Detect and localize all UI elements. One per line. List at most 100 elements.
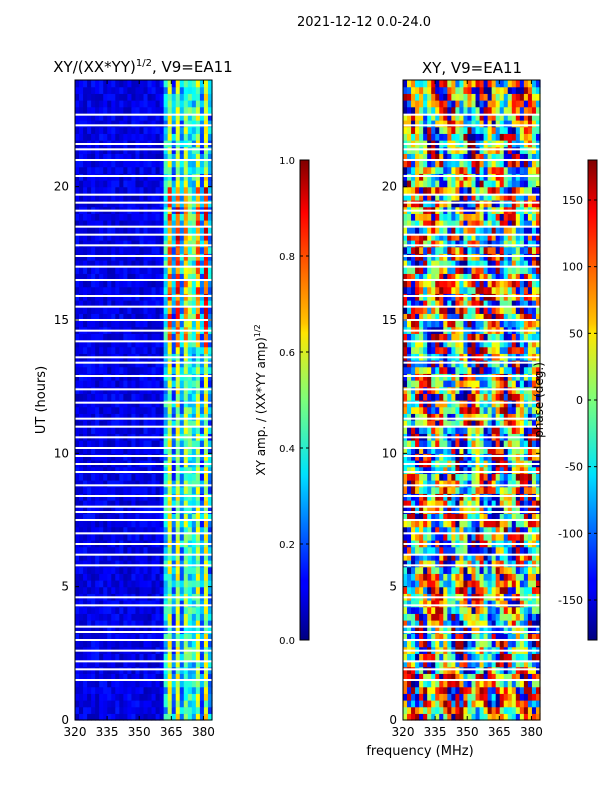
amplitude-heatmap-cell	[91, 466, 96, 474]
amplitude-heatmap-cell	[171, 100, 177, 108]
amplitude-heatmap-cell	[95, 106, 100, 114]
amplitude-heatmap-cell	[131, 393, 137, 401]
colorbar-tick-label: 1.0	[279, 156, 295, 167]
amplitude-heatmap-cell	[147, 280, 153, 288]
amplitude-heatmap-cell	[99, 313, 104, 321]
phase-heatmap-cell	[443, 566, 448, 574]
amplitude-heatmap-cell	[83, 660, 88, 668]
phase-heatmap-cell	[463, 546, 469, 554]
phase-heatmap-cell	[419, 526, 424, 534]
amplitude-heatmap-cell	[119, 80, 124, 88]
amplitude-heatmap-cell	[83, 686, 88, 694]
amplitude-heatmap-cell	[79, 220, 84, 228]
amplitude-heatmap-cell	[83, 166, 88, 174]
amplitude-heatmap-cell	[91, 486, 96, 494]
amplitude-heatmap-cell	[127, 406, 133, 414]
amplitude-heatmap-cell	[107, 473, 112, 481]
amplitude-heatmap-cell	[151, 626, 157, 634]
phase-heatmap-cell	[419, 546, 424, 554]
amplitude-heatmap-cell	[107, 380, 112, 388]
amplitude-heatmap-cell	[143, 113, 149, 121]
amplitude-heatmap-cell	[163, 280, 169, 288]
amplitude-heatmap-cell	[183, 86, 189, 94]
amplitude-heatmap-cell	[107, 546, 112, 554]
amplitude-heatmap-cell	[199, 706, 205, 714]
phase-heatmap-cell	[407, 680, 412, 688]
amplitude-heatmap-cell	[79, 160, 84, 168]
amplitude-heatmap-cell	[127, 280, 133, 288]
amplitude-heatmap-cell	[87, 480, 92, 488]
phase-heatmap-cell	[519, 693, 525, 701]
amplitude-heatmap-cell	[111, 93, 116, 101]
phase-heatmap-cell	[503, 500, 509, 508]
amplitude-heatmap-cell	[103, 320, 108, 328]
amplitude-heatmap-cell	[203, 580, 209, 588]
phase-heatmap-cell	[535, 466, 541, 474]
amplitude-heatmap-cell	[127, 166, 133, 174]
amplitude-heatmap-cell	[167, 166, 173, 174]
phase-heatmap-cell	[407, 466, 412, 474]
amplitude-heatmap-cell	[143, 520, 149, 528]
amplitude-heatmap-cell	[155, 160, 161, 168]
phase-heatmap-cell	[515, 706, 521, 714]
amplitude-heatmap-cell	[191, 686, 197, 694]
phase-heatmap-cell	[403, 406, 408, 414]
amplitude-heatmap-cell	[127, 133, 133, 141]
phase-heatmap-cell	[419, 600, 424, 608]
amplitude-heatmap-cell	[183, 106, 189, 114]
amplitude-heatmap-cell	[111, 526, 116, 534]
phase-heatmap-cell	[407, 653, 412, 661]
phase-heatmap-cell	[483, 600, 489, 608]
amplitude-heatmap-cell	[159, 693, 165, 701]
phase-heatmap-cell	[451, 513, 456, 521]
amplitude-heatmap-cell	[95, 280, 100, 288]
phase-heatmap-cell	[463, 526, 469, 534]
phase-heatmap-cell	[479, 653, 485, 661]
amplitude-heatmap-cell	[139, 186, 145, 194]
phase-heatmap-cell	[479, 673, 485, 681]
amplitude-heatmap-cell	[191, 186, 197, 194]
amplitude-heatmap-cell	[195, 706, 201, 714]
amplitude-heatmap-cell	[95, 620, 100, 628]
amplitude-heatmap-cell	[79, 426, 84, 434]
amplitude-heatmap-cell	[127, 533, 133, 541]
amplitude-heatmap-cell	[167, 333, 173, 341]
amplitude-heatmap-cell	[191, 320, 197, 328]
phase-heatmap-cell	[415, 500, 420, 508]
amplitude-heatmap-cell	[131, 320, 137, 328]
phase-heatmap-cell	[435, 566, 440, 574]
amplitude-heatmap-cell	[87, 633, 92, 641]
amplitude-heatmap-cell	[87, 466, 92, 474]
phase-heatmap-cell	[423, 446, 428, 454]
phase-heatmap-cell	[527, 606, 533, 614]
amplitude-heatmap-cell	[183, 160, 189, 168]
phase-heatmap-cell	[495, 660, 501, 668]
amplitude-heatmap-cell	[191, 586, 197, 594]
amplitude-heatmap-cell	[199, 506, 205, 514]
amplitude-heatmap-cell	[195, 160, 201, 168]
amplitude-heatmap-cell	[135, 80, 141, 88]
amplitude-heatmap-cell	[115, 226, 120, 234]
amplitude-heatmap-cell	[131, 300, 137, 308]
amplitude-heatmap-cell	[99, 673, 104, 681]
phase-heatmap-cell	[499, 620, 505, 628]
phase-heatmap-cell	[535, 633, 541, 641]
amplitude-heatmap-cell	[75, 700, 80, 708]
amplitude-heatmap-cell	[139, 520, 145, 528]
amplitude-heatmap-cell	[183, 193, 189, 201]
amplitude-heatmap-cell	[115, 160, 120, 168]
amplitude-heatmap-cell	[111, 653, 116, 661]
phase-heatmap-cell	[499, 526, 505, 534]
phase-heatmap-cell	[447, 466, 452, 474]
amplitude-x-ticks: 320 335 350 365 380	[64, 80, 215, 739]
phase-heatmap-cell	[455, 440, 461, 448]
amplitude-heatmap-cell	[119, 153, 124, 161]
phase-heatmap-cell	[491, 693, 497, 701]
amplitude-heatmap-cell	[115, 306, 120, 314]
phase-heatmap-cell	[499, 633, 505, 641]
amplitude-heatmap-cell	[91, 160, 96, 168]
phase-heatmap-cell	[459, 706, 465, 714]
amplitude-heatmap-cell	[87, 573, 92, 581]
amplitude-heatmap-cell	[179, 526, 185, 534]
phase-heatmap-cell	[423, 506, 428, 514]
